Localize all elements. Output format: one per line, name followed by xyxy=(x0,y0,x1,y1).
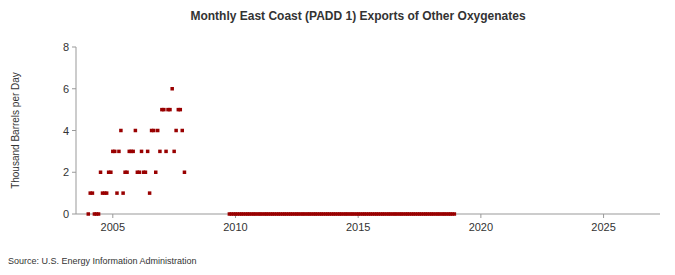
data-point xyxy=(148,191,152,195)
y-tick-label: 2 xyxy=(63,166,69,178)
data-point xyxy=(125,171,129,175)
data-point xyxy=(164,150,168,154)
data-point xyxy=(119,129,123,133)
data-point xyxy=(121,191,125,195)
y-tick-label: 8 xyxy=(63,41,69,53)
x-tick-label: 2010 xyxy=(223,221,247,233)
data-point xyxy=(105,191,109,195)
data-point xyxy=(158,150,162,154)
data-point xyxy=(146,150,150,154)
y-axis-label: Thousand Barrels per Day xyxy=(10,72,21,189)
y-tick-label: 0 xyxy=(63,208,69,220)
data-point xyxy=(140,150,144,154)
data-point xyxy=(168,108,172,112)
data-point xyxy=(152,129,156,133)
y-tick-label: 4 xyxy=(63,125,69,137)
data-point xyxy=(99,171,103,175)
data-point xyxy=(91,191,95,195)
x-tick-label: 2025 xyxy=(591,221,615,233)
data-point xyxy=(172,150,176,154)
data-point xyxy=(97,212,101,216)
points xyxy=(87,87,457,216)
x-tick-label: 2015 xyxy=(346,221,370,233)
source: Source: U.S. Energy Information Administ… xyxy=(8,256,197,266)
data-point xyxy=(113,150,117,154)
x-tick xyxy=(603,214,604,218)
x-tick-label: 2020 xyxy=(469,221,493,233)
data-point xyxy=(156,129,160,133)
data-point xyxy=(183,171,187,175)
data-point xyxy=(170,87,174,91)
data-point xyxy=(180,129,184,133)
y-tick xyxy=(72,214,76,215)
data-point xyxy=(115,191,119,195)
x-tick xyxy=(480,214,481,218)
data-point xyxy=(144,171,148,175)
y-tick xyxy=(72,88,76,89)
data-point xyxy=(87,212,91,216)
data-point xyxy=(154,171,158,175)
y-tick xyxy=(72,172,76,173)
data-point xyxy=(131,150,135,154)
y-tick xyxy=(72,47,76,48)
data-point xyxy=(109,171,113,175)
data-point xyxy=(134,129,138,133)
data-point xyxy=(179,108,183,112)
title: Monthly East Coast (PADD 1) Exports of O… xyxy=(190,9,525,23)
chart: Monthly East Coast (PADD 1) Exports of O… xyxy=(0,0,675,275)
x-tick xyxy=(112,214,113,218)
data-point xyxy=(138,171,142,175)
x-tick-label: 2005 xyxy=(101,221,125,233)
y-tick-label: 6 xyxy=(63,83,69,95)
data-point xyxy=(162,108,166,112)
data-point xyxy=(174,129,178,133)
y-tick xyxy=(72,130,76,131)
data-point xyxy=(117,150,121,154)
data-point xyxy=(453,212,457,216)
